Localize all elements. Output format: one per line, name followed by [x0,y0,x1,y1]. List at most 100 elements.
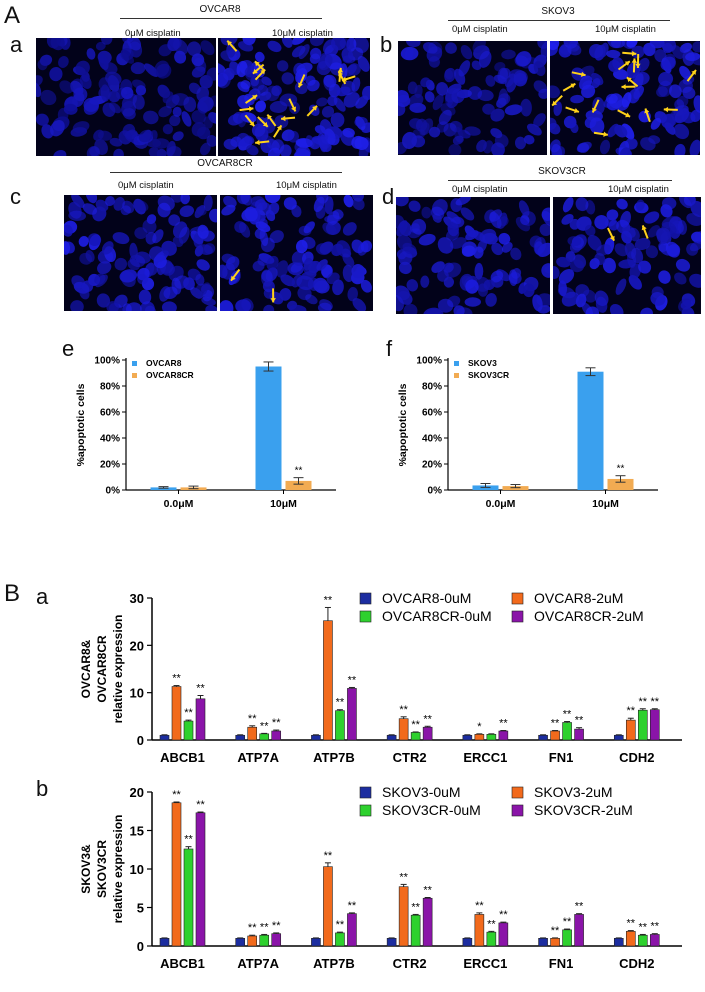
nucleus [105,196,115,207]
y-tick-label: 20% [422,460,442,471]
nucleus [690,109,700,122]
nucleus [183,96,197,112]
nucleus [443,276,455,288]
nucleus [357,55,370,72]
nucleus [342,222,357,236]
nucleus [606,93,618,104]
nucleus [497,67,508,84]
nucleus [437,298,454,313]
nucleus [220,38,238,46]
nucleus [518,200,530,217]
nucleus [558,280,568,297]
nucleus [599,139,611,155]
nucleus [154,60,170,78]
nucleus [36,82,42,98]
y-tick-label: 0% [106,486,121,497]
legend-swatch [359,592,372,605]
bar [498,730,509,741]
nucleus [354,116,368,127]
apoptosis-arrow-icon [617,60,631,71]
nucleus [220,264,228,279]
nucleus [277,60,289,72]
nucleus [281,72,295,85]
nucleus [143,110,159,125]
nucleus [656,227,671,242]
apoptosis-arrow-icon [254,60,266,72]
nucleus [474,262,484,280]
nucleus [108,102,122,114]
y-tick-label: 60% [422,408,442,419]
nucleus [608,59,621,73]
apoptosis-arrow-icon [571,71,586,77]
nucleus [172,236,184,248]
apoptosis-arrow-icon [641,225,649,239]
y-tick-label: 80% [422,382,442,393]
significance-label: ** [627,918,636,930]
x-tick-label: ATP7B [313,956,355,971]
x-tick-label: ATP7A [237,750,279,765]
nucleus [638,260,652,274]
nucleus [490,270,504,283]
nucleus [587,234,602,251]
nucleus [467,86,482,100]
nucleus [396,234,412,251]
bar [259,934,270,947]
nucleus [174,50,187,64]
nucleus [144,63,159,77]
nucleus [36,113,49,126]
nucleus [452,135,464,145]
nucleus [323,74,337,88]
nucleus [485,75,496,87]
nucleus [498,88,509,107]
nucleus [343,92,360,108]
bar [562,722,572,741]
nucleus [567,236,582,247]
significance-label: ** [651,696,660,708]
nucleus [444,67,456,83]
condition-label-0um: 0μM cisplatin [125,28,181,39]
y-tick-label: 60% [100,408,120,419]
nucleus [254,199,268,211]
bar [538,734,548,741]
nucleus [322,222,337,235]
nucleus [324,214,341,223]
significance-label: ** [248,713,257,725]
legend-swatch [454,373,459,378]
significance-label: ** [411,901,420,913]
nucleus [589,43,604,59]
bar [195,812,206,947]
nucleus [152,229,164,244]
nucleus [570,94,584,104]
y-tick-label: 5 [137,901,144,916]
nucleus [409,223,420,233]
apoptosis-arrow-icon [257,116,269,128]
nucleus [319,134,328,153]
nucleus [230,271,241,284]
nucleus [575,197,589,212]
x-tick-label: CTR2 [393,956,427,971]
legend-label: OVCAR8CR [146,370,194,380]
nucleus [550,41,560,51]
nucleus [191,122,206,137]
nucleus [483,279,495,291]
nucleus [406,41,421,48]
apoptosis-arrow-icon [644,108,651,123]
legend-swatch [511,610,524,623]
nucleus [195,283,208,296]
nucleus [291,251,307,266]
nucleus [575,293,587,308]
nucleus [569,218,581,230]
significance-label: ** [172,673,181,685]
nucleus [209,208,217,223]
nucleus [327,95,338,107]
bar [498,922,509,947]
legend-label: SKOV3 [468,358,497,368]
nucleus [73,87,88,102]
nucleus [650,292,666,306]
nucleus [50,120,65,137]
nucleus [479,228,497,244]
apoptosis-arrow-icon [607,227,615,242]
apoptosis-arrow-icon [230,268,241,282]
condition-label-0um: 0μM cisplatin [452,184,508,195]
nucleus [72,121,90,133]
